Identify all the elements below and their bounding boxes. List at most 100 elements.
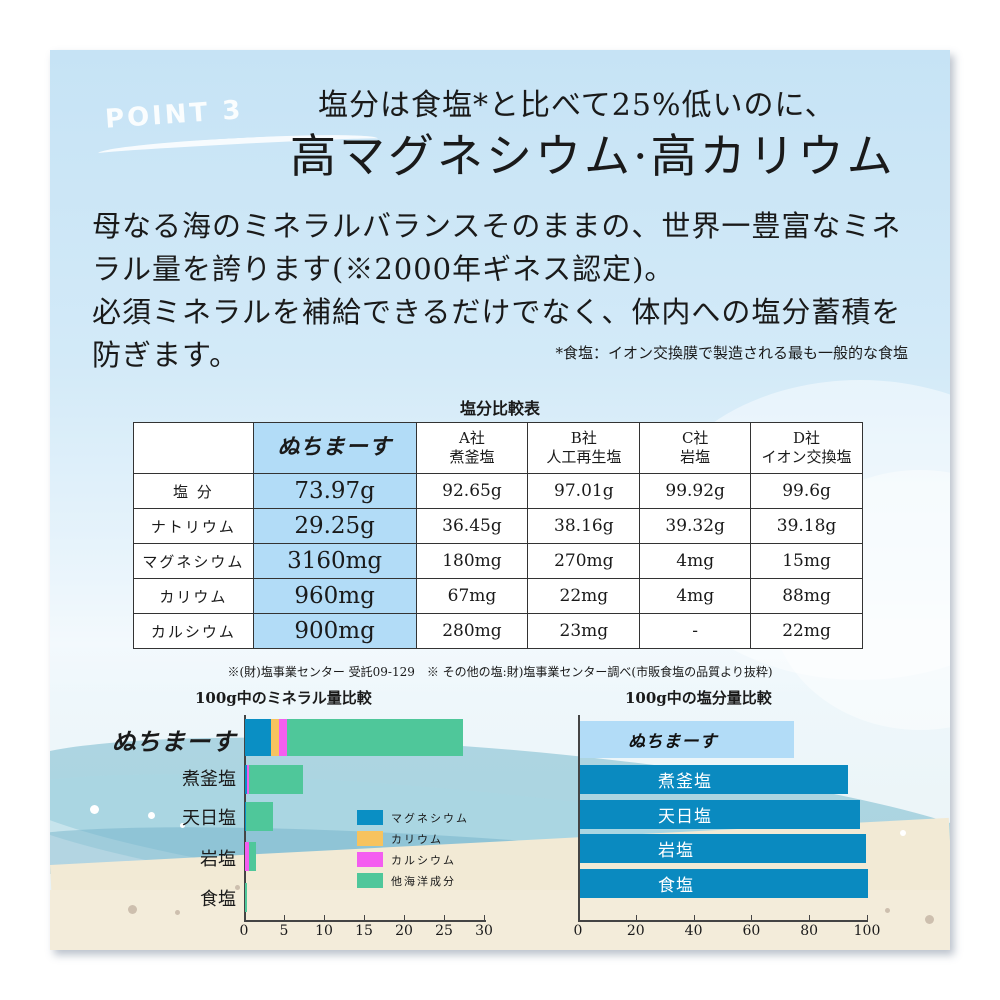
legend-item: マグネシウム [357,807,469,828]
x-axis [244,920,486,922]
cell: 97.01g [527,473,641,509]
bar-segment [278,719,287,756]
category-label: 食塩 [200,889,236,910]
cell: 180mg [415,543,529,579]
x-tick [809,915,811,920]
ours-value: 960mg [252,578,417,614]
x-tick-label: 40 [684,923,703,939]
bar-segment [270,719,279,756]
headline-line2: 高マグネシウム·高カリウム [290,129,896,183]
mineral-chart-legend: マグネシウム カリウム カルシウム 他海洋成分 [357,807,469,891]
header-corner-cell [133,422,254,474]
category-label: 天日塩 [182,808,236,829]
ours-value: 29.25g [252,508,417,544]
x-tick [444,915,445,920]
stacked-bar [245,802,273,831]
cell: 99.92g [639,473,752,509]
x-tick [324,915,325,920]
source-note: ※(財)塩事業センター 受託09-129 ※ その他の塩:財)塩事業センター調べ… [227,665,773,679]
cell: 67mg [415,578,529,614]
bar-segment [245,802,246,831]
salt-bar: 天日塩 [580,800,861,829]
x-tick-label: 80 [800,923,819,939]
row-label: マグネシウム [133,543,254,579]
cell: 92.65g [415,473,529,509]
table-header-row: ぬちまーす A社 煮釜塩 B社 人工再生塩 C社 岩塩 D社 イオン交換塩 [133,422,863,474]
body-line: ラル量を誇ります(※2000年ギネス認定)。 [92,252,675,286]
ours-value: 3160mg [252,543,417,579]
salt-bar: 岩塩 [580,834,867,863]
cell: 88mg [750,578,863,614]
category-label: 岩塩 [200,849,236,870]
body-line: 母なる海のミネラルバランスそのままの、世界一豊富なミネ [92,209,902,243]
x-tick [484,915,485,920]
x-tick-label: 30 [475,923,493,939]
point3-card: POINT 3 塩分は食塩*と比べて25%低いのに、 高マグネシウム·高カリウム… [50,50,950,950]
x-tick-label: 20 [626,923,645,939]
x-tick-label: 20 [395,923,413,939]
cell: 270mg [527,543,641,579]
footnote: *食塩：イオン交換膜で製造される最も一般的な食塩 [555,344,908,362]
bar-segment [249,842,257,871]
y-axis [244,715,246,920]
body-paragraph: 母なる海のミネラルバランスそのままの、世界一豊富なミネ ラル量を誇ります(※20… [92,205,932,377]
stacked-bar [245,765,304,794]
header-cell-a: A社 煮釜塩 [415,422,529,474]
bar-segment [245,802,273,831]
table-row-salt: 塩 分 73.97g 92.65g 97.01g 99.92g 99.6g [133,473,863,509]
body-line: 防ぎます。 [92,338,240,372]
cell: 4mg [639,578,752,614]
cell: 39.32g [639,508,752,544]
cell: 22mg [527,578,641,614]
headline-line1: 塩分は食塩*と比べて25%低いのに、 [318,88,836,123]
cell: 36.45g [415,508,529,544]
x-tick-label: 15 [355,923,373,939]
table-row-magnesium: マグネシウム 3160mg 180mg 270mg 4mg 15mg [133,543,863,579]
x-tick-label: 60 [742,923,761,939]
x-axis [578,920,868,922]
header-cell-b: B社 人工再生塩 [527,422,641,474]
header-cell-d: D社 イオン交換塩 [750,422,863,474]
legend-swatch-other [357,873,383,888]
row-label: カリウム [133,578,254,614]
salt-chart: ぬちまーす煮釜塩天日塩岩塩食塩 0 20 40 60 80 100 [574,715,880,939]
legend-swatch-calcium [357,852,383,867]
x-tick-label: 0 [239,923,249,939]
legend-item: 他海洋成分 [357,870,469,891]
bar-segment [245,842,249,871]
table-row-potassium: カリウム 960mg 67mg 22mg 4mg 88mg [133,578,863,614]
x-tick [284,915,285,920]
x-tick-label: 0 [573,923,583,939]
y-axis [578,715,580,920]
x-tick [404,915,405,920]
bar-segment [286,719,463,756]
x-tick [364,915,365,920]
row-label: ナトリウム [133,508,254,544]
brand-logo: ぬちまーす [277,433,392,460]
header-brand-cell: ぬちまーす [252,422,417,474]
ours-value: 900mg [252,613,417,649]
legend-swatch-potassium [357,831,383,846]
bar-segment [245,719,271,756]
x-tick [867,915,868,920]
table-row-calcium: カルシウム 900mg 280mg 23mg - 22mg [133,613,863,649]
legend-item: カリウム [357,828,469,849]
x-tick [751,915,753,920]
salt-bar-ours: ぬちまーす [580,721,794,758]
salt-bar: 食塩 [580,869,868,898]
cell: 39.18g [750,508,863,544]
x-tick [693,915,695,920]
cell: - [639,613,752,649]
cell: 38.16g [527,508,641,544]
legend-swatch-magnesium [357,810,383,825]
cell: 22mg [750,613,863,649]
cell: 280mg [415,613,529,649]
x-tick-label: 10 [315,923,333,939]
x-tick-label: 100 [853,923,881,939]
salt-bar: 煮釜塩 [580,765,848,794]
stacked-bar [245,883,247,912]
mineral-chart-title: 100g中のミネラル量比較 [195,689,372,707]
bar-segment [248,765,304,794]
mineral-chart: ぬちまーす 煮釜塩 天日塩 岩塩 食塩 0 5 10 15 20 25 30 [112,715,504,939]
x-tick-label: 5 [279,923,289,939]
